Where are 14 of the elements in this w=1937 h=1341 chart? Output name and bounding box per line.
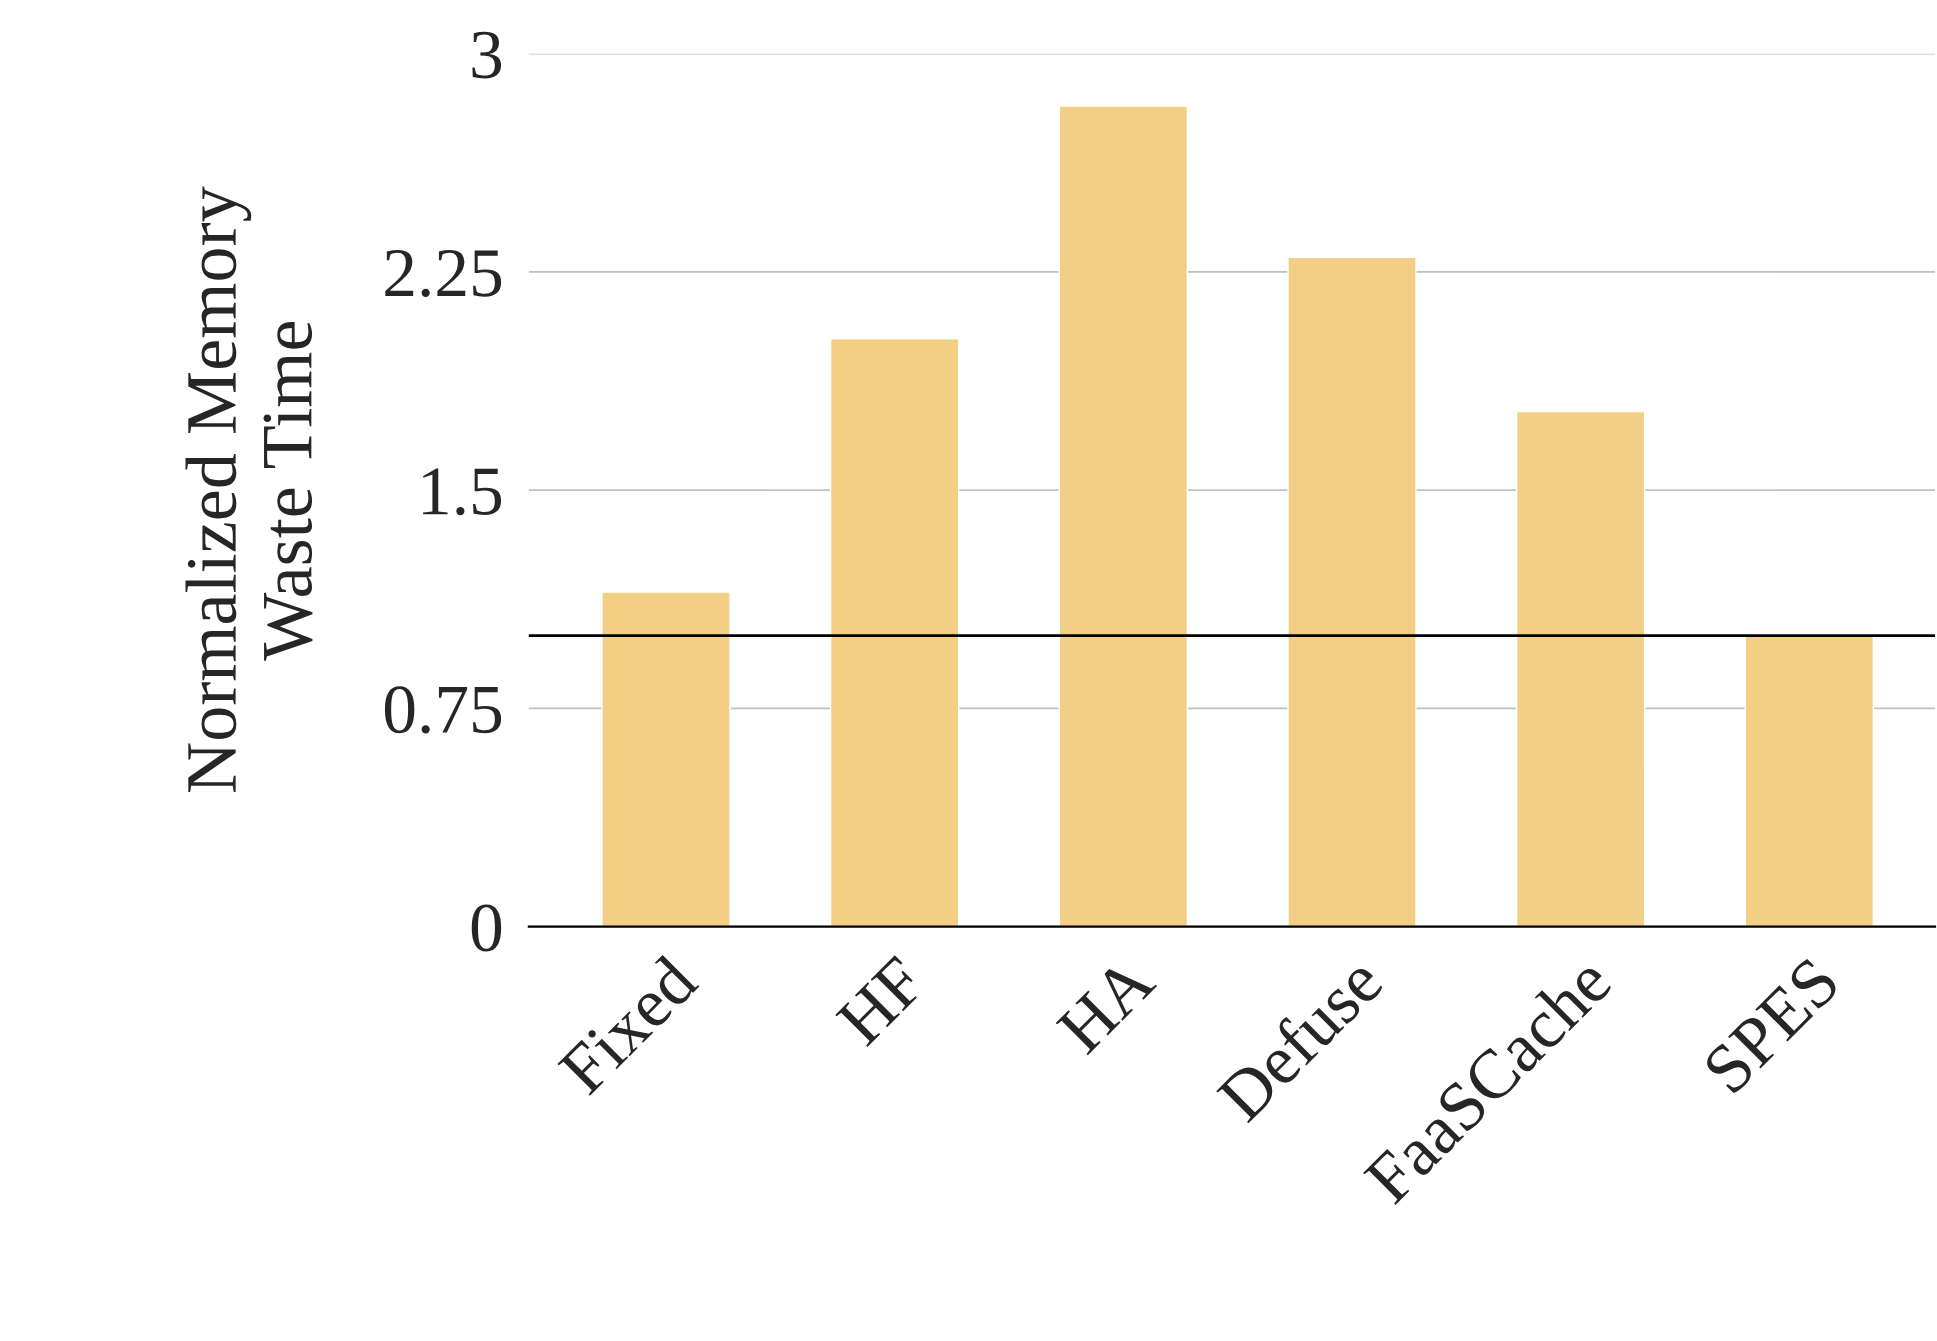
bar [601, 591, 731, 927]
y-axis-title: Normalized Memory Waste Time [185, 186, 313, 792]
y-tick-label: 2.25 [385, 250, 502, 297]
y-tick-label: 1.5 [423, 468, 502, 516]
x-tick-label: HA [1055, 953, 1158, 1056]
y-tick-label: 0.75 [384, 686, 502, 734]
bar [829, 338, 960, 927]
bar [1515, 410, 1646, 927]
x-tick-label: HF [835, 955, 927, 1048]
bar [1744, 634, 1875, 927]
y-tick-label: 0 [471, 904, 502, 952]
y-tick-label: 3 [472, 31, 502, 79]
bar [1058, 105, 1189, 927]
bar [1287, 256, 1417, 927]
